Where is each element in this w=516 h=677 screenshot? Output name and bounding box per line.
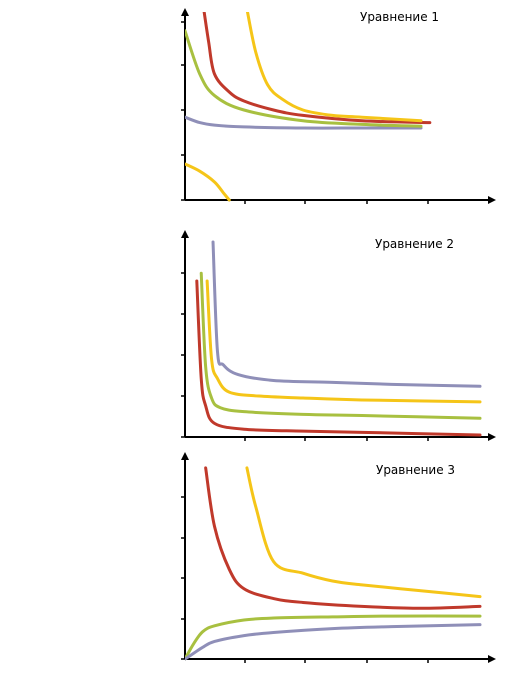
series-line-4 (185, 623, 482, 661)
series-line-1 (185, 115, 423, 130)
series-line-3 (185, 614, 482, 661)
series-line-1 (204, 466, 482, 610)
chart-title: Уравнение 1 (360, 10, 439, 24)
x-axis-arrow (488, 655, 496, 663)
y-axis-arrow (181, 452, 189, 460)
chart-panel-2: Уравнение 2 (181, 230, 496, 441)
series-line-2 (185, 29, 423, 128)
y-axis-arrow (181, 8, 189, 16)
chart-panel-3: Уравнение 3 (181, 452, 496, 663)
series-line-5 (185, 162, 231, 202)
series-line-4 (211, 240, 482, 388)
x-axis-arrow (488, 196, 496, 204)
series-line-1 (195, 279, 482, 437)
chart-panel-1: Уравнение 1 (181, 8, 496, 204)
series-line-3 (202, 12, 432, 125)
series-line-2 (245, 466, 482, 599)
chart-title: Уравнение 2 (375, 237, 454, 251)
chart-title: Уравнение 3 (376, 463, 455, 477)
series-line-3 (205, 279, 482, 404)
y-axis-arrow (181, 230, 189, 238)
series-line-2 (199, 271, 482, 420)
x-axis-arrow (488, 433, 496, 441)
series-line-4 (245, 12, 423, 123)
